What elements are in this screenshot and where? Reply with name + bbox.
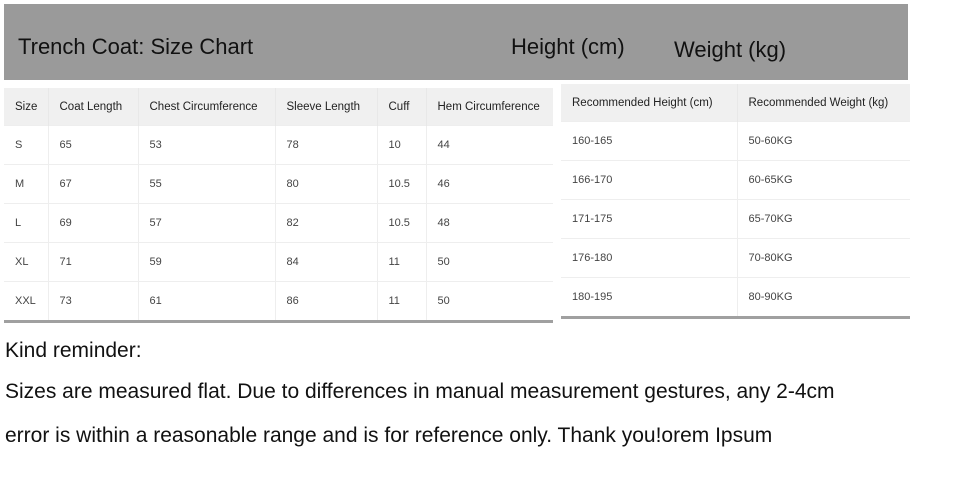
table-cell: 160-165: [561, 121, 737, 161]
table-cell: 57: [137, 203, 275, 243]
table-cell: 73: [47, 281, 138, 323]
table-cell: 50: [425, 242, 553, 282]
table-cell: 10.5: [376, 203, 426, 243]
table-cell: 180-195: [561, 277, 737, 319]
reminder-heading: Kind reminder:: [5, 339, 142, 362]
table-cell: 80: [274, 164, 377, 204]
recommendation-table: Recommended Height (cm) Recommended Weigh…: [561, 84, 910, 319]
table-cell: 61: [137, 281, 275, 323]
column-header: Coat Length: [47, 88, 138, 126]
table-row: XXL 73 61 86 11 50: [4, 281, 553, 323]
table-row: 180-195 80-90KG: [561, 277, 910, 319]
table-cell: 71: [47, 242, 138, 282]
column-header: Sleeve Length: [274, 88, 377, 126]
table-cell: 65-70KG: [736, 199, 910, 239]
table-cell: M: [4, 164, 48, 204]
column-header: Chest Circumference: [137, 88, 275, 126]
table-cell: 48: [425, 203, 553, 243]
chart-title: Trench Coat: Size Chart: [18, 34, 254, 59]
table-cell: 46: [425, 164, 553, 204]
reminder-line-1: Sizes are measured flat. Due to differen…: [5, 380, 835, 403]
table-row: L 69 57 82 10.5 48: [4, 203, 553, 243]
table-cell: 65: [47, 125, 138, 165]
table-cell: 44: [425, 125, 553, 165]
table-row: XL 71 59 84 11 50: [4, 242, 553, 282]
table-row: 176-180 70-80KG: [561, 238, 910, 278]
table-cell: 82: [274, 203, 377, 243]
table-row: 160-165 50-60KG: [561, 121, 910, 161]
table-cell: L: [4, 203, 48, 243]
table-cell: 78: [274, 125, 377, 165]
table-cell: 50-60KG: [736, 121, 910, 161]
weight-heading: Weight (kg): [674, 37, 787, 62]
size-table: Size Coat Length Chest Circumference Sleeve…: [4, 88, 553, 323]
height-heading: Height (cm): [511, 34, 625, 59]
table-cell: 70-80KG: [736, 238, 910, 278]
table-cell: XL: [4, 242, 48, 282]
table-cell: 11: [376, 281, 426, 323]
table-cell: S: [4, 125, 48, 165]
table-cell: 53: [137, 125, 275, 165]
table-cell: 11: [376, 242, 426, 282]
table-cell: 80-90KG: [736, 277, 910, 319]
table-cell: 86: [274, 281, 377, 323]
table-cell: 69: [47, 203, 138, 243]
column-header: Hem Circumference: [425, 88, 553, 126]
column-header: Size: [4, 88, 48, 126]
table-row: S 65 53 78 10 44: [4, 125, 553, 165]
table-row: 166-170 60-65KG: [561, 160, 910, 200]
column-header: Recommended Height (cm): [561, 84, 737, 122]
table-cell: 50: [425, 281, 553, 323]
table-cell: 55: [137, 164, 275, 204]
table-row: 171-175 65-70KG: [561, 199, 910, 239]
table-cell: 59: [137, 242, 275, 282]
table-cell: XXL: [4, 281, 48, 323]
reminder-line-2: error is within a reasonable range and i…: [5, 424, 773, 447]
column-header: Recommended Weight (kg): [736, 84, 910, 122]
table-cell: 60-65KG: [736, 160, 910, 200]
title-banner: Trench Coat: Size Chart Height (cm) Weig…: [4, 4, 908, 80]
table-cell: 176-180: [561, 238, 737, 278]
table-cell: 10.5: [376, 164, 426, 204]
table-cell: 84: [274, 242, 377, 282]
column-header: Cuff: [376, 88, 426, 126]
table-row: M 67 55 80 10.5 46: [4, 164, 553, 204]
table-cell: 67: [47, 164, 138, 204]
table-cell: 166-170: [561, 160, 737, 200]
table-cell: 171-175: [561, 199, 737, 239]
table-cell: 10: [376, 125, 426, 165]
